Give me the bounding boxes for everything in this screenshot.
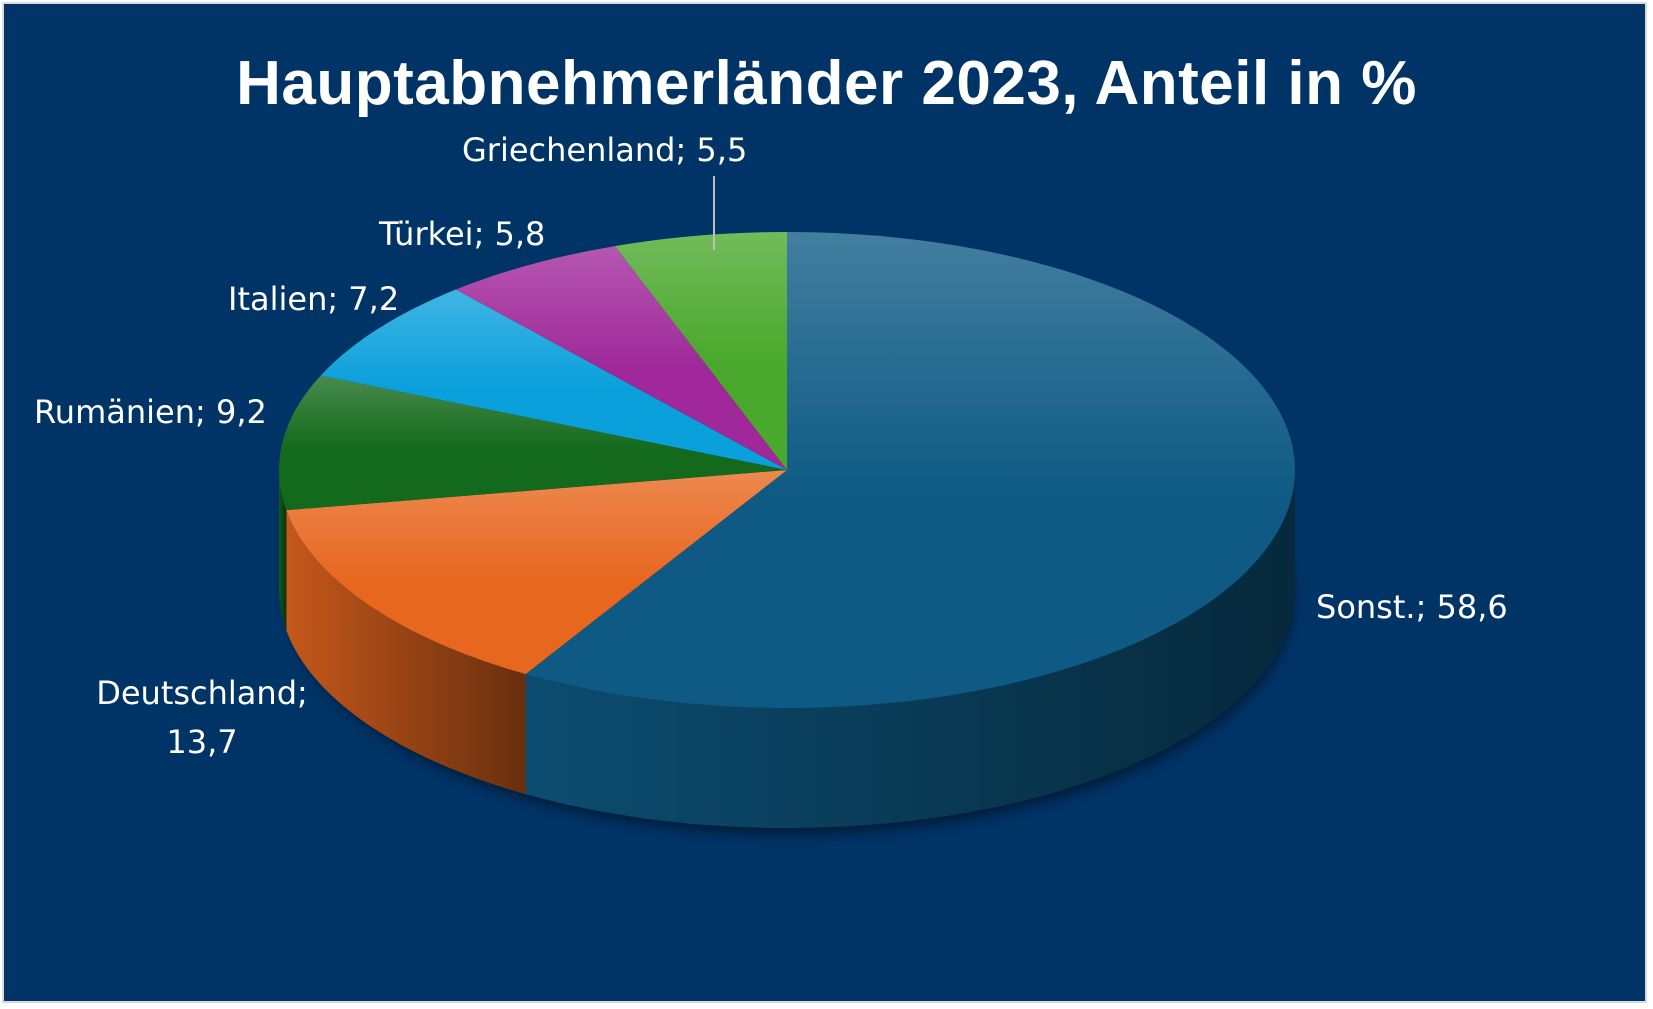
data-label-griechenland: Griechenland; 5,5 [462, 131, 747, 169]
data-label-tuerkei: Türkei; 5,8 [378, 215, 545, 253]
pie-chart: Sonst.; 58,6 Deutschland; 13,7 Rumänien; 9,… [34, 131, 1508, 834]
chart-title: Hauptabnehmerländer 2023, Anteil in % [236, 49, 1417, 118]
data-label-deutschland-2: 13,7 [166, 723, 237, 761]
side-sonst [525, 470, 1295, 829]
data-label-italien: Italien; 7,2 [228, 280, 399, 318]
slice-tuerkei [455, 246, 787, 470]
slice-sonst [525, 232, 1295, 708]
slice-deutschland [286, 470, 787, 675]
slice-griechenland [614, 232, 787, 470]
side-rumaenien [279, 470, 287, 631]
data-label-deutschland-1: Deutschland; [96, 674, 308, 712]
slice-rumaenien [278, 375, 787, 511]
data-label-rumaenien: Rumänien; 9,2 [34, 393, 267, 431]
side-deutschland [286, 510, 526, 795]
slice-italien [320, 289, 787, 470]
data-label-sonst: Sonst.; 58,6 [1316, 588, 1508, 626]
